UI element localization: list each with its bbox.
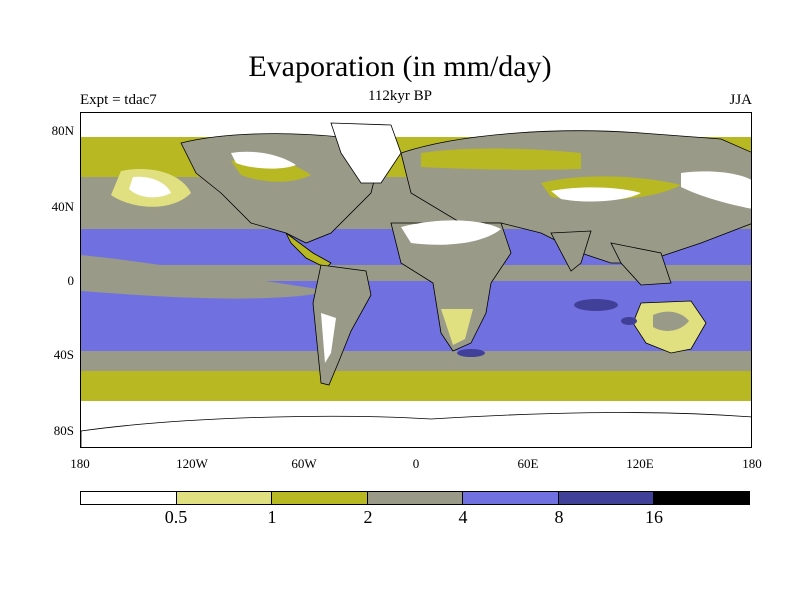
colorbar-label: 2	[363, 507, 373, 527]
y-axis-label-80s: 80S	[53, 423, 74, 438]
season-label: JJA	[729, 92, 752, 108]
y-axis-label-80n: 80N	[51, 123, 74, 138]
colorbar-segment	[176, 492, 273, 504]
colorbar-segment	[81, 492, 177, 504]
colorbar-segment	[654, 492, 750, 504]
x-axis-label-0: 0	[412, 456, 420, 471]
colorbar-label: 16	[645, 507, 663, 527]
x-axis-label-120e: 120E	[626, 456, 654, 471]
land-africa	[390, 222, 512, 352]
colorbar-segment	[463, 492, 559, 504]
x-axis-label-60e: 60E	[517, 456, 539, 471]
colorbar-segment	[367, 492, 464, 504]
colorbar-segment	[272, 492, 368, 504]
colorbar	[80, 491, 750, 505]
experiment-label: Expt = tdac7	[80, 92, 157, 108]
x-axis-label-120w: 120W	[176, 456, 208, 471]
land-antarctica	[81, 412, 751, 447]
y-axis-label-40n: 40N	[51, 199, 74, 214]
colorbar-label: 0.5	[164, 507, 188, 527]
x-axis-label-180e: 180	[742, 456, 762, 471]
colorbar-label: 8	[554, 507, 564, 527]
colorbar-segment	[558, 492, 655, 504]
map-field	[81, 113, 751, 447]
chart-subtitle: 112kyr BP	[367, 88, 433, 104]
x-axis-label-180w: 180	[70, 456, 90, 471]
y-axis-label-40s: 40S	[53, 347, 74, 362]
chart-title: Evaporation (in mm/day)	[248, 50, 552, 83]
colorbar-label: 4	[458, 507, 468, 527]
land-greenland	[330, 122, 402, 184]
colorbar-label: 1	[267, 507, 277, 527]
evaporation-map	[80, 112, 752, 448]
x-axis-label-60w: 60W	[291, 456, 317, 471]
y-axis-label-0: 0	[67, 273, 75, 288]
